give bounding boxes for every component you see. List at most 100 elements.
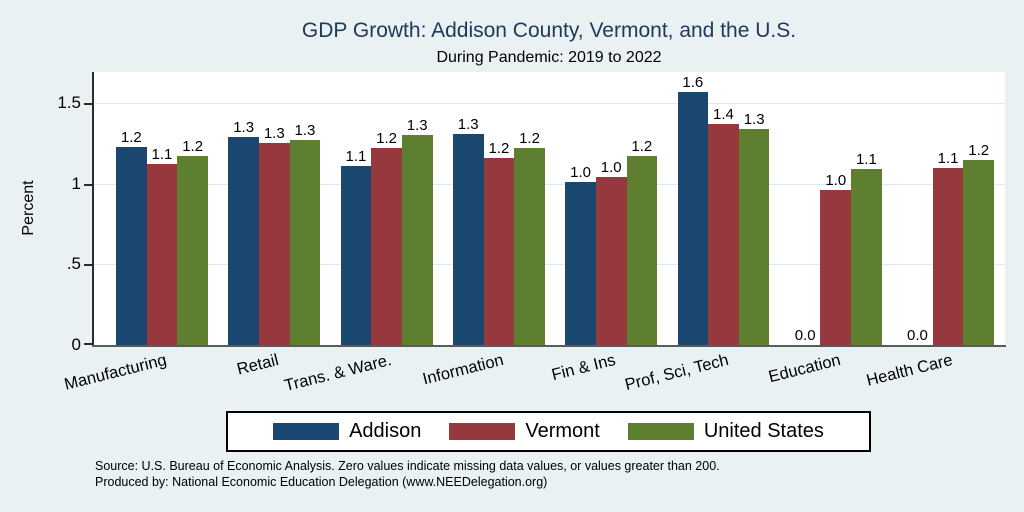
bar-united-states-fin-ins bbox=[626, 156, 658, 345]
y-axis-line bbox=[92, 72, 94, 346]
bar-slot: 1.1 bbox=[851, 150, 882, 345]
bar-slot: 1.0 bbox=[820, 171, 852, 345]
bar-addison-information bbox=[452, 134, 484, 345]
bar-vermont-information bbox=[483, 158, 515, 345]
legend-label: Addison bbox=[349, 420, 422, 442]
bar-slot: 1.2 bbox=[483, 139, 515, 345]
bar-group-trans-ware: 1.1 1.2 1.3 bbox=[340, 116, 433, 345]
bar-group-manufacturing: 1.2 1.1 1.2 bbox=[116, 128, 208, 345]
bar-slot: 1.3 bbox=[289, 121, 321, 345]
bar-slot: 1.0 bbox=[595, 158, 627, 345]
y-tick-mark bbox=[84, 183, 92, 186]
bar-value-label: 1.2 bbox=[631, 137, 653, 155]
bar-group-prof-sci-tech: 1.6 1.4 1.3 bbox=[677, 73, 770, 345]
bar-slot: 0.0 bbox=[790, 326, 821, 346]
legend-entry-vermont: Vermont bbox=[449, 420, 600, 443]
gridline bbox=[93, 264, 1005, 266]
bar-vermont-prof-sci-tech bbox=[708, 124, 739, 345]
bar-slot: 1.3 bbox=[258, 124, 290, 345]
bar-value-label: 1.1 bbox=[856, 150, 877, 168]
bar-value-label: 1.3 bbox=[457, 115, 479, 133]
bar-vermont-trans-ware bbox=[371, 148, 402, 345]
bar-slot: 1.3 bbox=[738, 110, 770, 345]
bar-vermont-fin-ins bbox=[595, 177, 627, 345]
legend-entry-united-states: United States bbox=[627, 420, 824, 443]
gridline bbox=[93, 103, 1005, 105]
legend-swatch-vermont bbox=[449, 423, 516, 440]
bar-slot: 1.2 bbox=[116, 128, 147, 345]
bar-group-information: 1.3 1.2 1.2 bbox=[452, 115, 545, 345]
bar-addison-manufacturing bbox=[116, 147, 147, 345]
y-tick-label: 1 bbox=[71, 173, 81, 193]
y-tick-label: 0 bbox=[71, 335, 81, 354]
bar-value-label: 1.1 bbox=[937, 149, 959, 167]
bar-vermont-health-care bbox=[932, 168, 964, 345]
bar-value-label: 0.0 bbox=[794, 326, 816, 344]
legend: Addison Vermont United States bbox=[226, 411, 871, 452]
bar-slot: 1.2 bbox=[177, 138, 208, 345]
bar-united-states-retail bbox=[289, 140, 321, 345]
bar-group-education: 0.0 1.0 1.1 bbox=[790, 150, 882, 346]
plot-area: 0 .5 1 1.5 1.2 1.1 1.2 1.3 1.3 1.3 1.1 1.2 1.3 1.3 1.2… bbox=[57, 72, 1005, 354]
bar-slot: 1.1 bbox=[932, 149, 964, 345]
bar-value-label: 1.2 bbox=[120, 128, 142, 146]
bar-value-label: 1.4 bbox=[713, 105, 734, 123]
chart-title: GDP Growth: Addison County, Vermont, and… bbox=[301, 19, 797, 42]
bar-value-label: 1.3 bbox=[743, 110, 765, 128]
bar-addison-trans-ware bbox=[340, 166, 372, 345]
y-tick-mark bbox=[84, 264, 92, 267]
bar-value-label: 1.2 bbox=[519, 129, 540, 147]
y-tick-mark bbox=[84, 103, 92, 106]
bar-slot: 1.3 bbox=[228, 118, 259, 345]
bar-united-states-information bbox=[514, 148, 545, 345]
bar-slot: 1.4 bbox=[708, 105, 739, 345]
bar-slot: 0.0 bbox=[902, 326, 933, 346]
bar-value-label: 1.3 bbox=[233, 118, 255, 136]
bar-united-states-manufacturing bbox=[177, 156, 208, 345]
bar-vermont-retail bbox=[258, 143, 290, 345]
y-axis-title: Percent bbox=[20, 180, 37, 236]
legend-entry-addison: Addison bbox=[273, 420, 421, 443]
legend-label: United States bbox=[703, 420, 824, 442]
bar-united-states-education bbox=[851, 169, 882, 345]
bar-addison-fin-ins bbox=[565, 182, 596, 345]
bar-slot: 1.1 bbox=[340, 147, 372, 345]
bar-value-label: 1.0 bbox=[825, 171, 847, 189]
bar-value-label: 1.3 bbox=[406, 116, 428, 134]
bar-slot: 1.0 bbox=[565, 163, 596, 345]
bar-value-label: 1.2 bbox=[376, 129, 397, 147]
y-tick-mark bbox=[84, 343, 92, 345]
y-tick-label: 1.5 bbox=[57, 93, 81, 113]
bar-value-label: 1.3 bbox=[263, 124, 285, 142]
chart-subtitle: During Pandemic: 2019 to 2022 bbox=[436, 49, 662, 66]
bar-value-label: 1.2 bbox=[968, 141, 990, 159]
bar-value-label: 0.0 bbox=[906, 326, 928, 344]
bar-group-health-care: 0.0 1.1 1.2 bbox=[902, 141, 995, 346]
bar-value-label: 1.3 bbox=[294, 121, 316, 139]
bar-value-label: 1.0 bbox=[600, 158, 622, 176]
bar-slot: 1.2 bbox=[371, 129, 402, 345]
footer-producer: Produced by: National Economic Education… bbox=[95, 474, 548, 489]
bar-slot: 1.2 bbox=[626, 137, 658, 345]
bar-slot: 1.2 bbox=[514, 129, 545, 345]
bar-united-states-prof-sci-tech bbox=[738, 129, 770, 345]
chart-footer: Source: U.S. Bureau of Economic Analysis… bbox=[95, 459, 720, 490]
x-axis-line bbox=[92, 345, 1006, 347]
bar-slot: 1.2 bbox=[963, 141, 995, 345]
legend-swatch-united-states bbox=[627, 423, 694, 440]
bar-group-retail: 1.3 1.3 1.3 bbox=[228, 118, 321, 345]
bar-value-label: 1.1 bbox=[345, 147, 367, 165]
bar-value-label: 1.6 bbox=[682, 73, 704, 91]
bar-value-label: 1.0 bbox=[570, 163, 591, 181]
bar-united-states-trans-ware bbox=[401, 135, 433, 345]
bar-addison-prof-sci-tech bbox=[677, 92, 709, 345]
bar-united-states-health-care bbox=[963, 160, 995, 345]
bar-slot: 1.1 bbox=[146, 146, 178, 345]
bar-slot: 1.6 bbox=[677, 73, 709, 345]
bar-vermont-manufacturing bbox=[146, 164, 178, 345]
gridline bbox=[93, 183, 1005, 185]
bar-value-label: 1.2 bbox=[488, 139, 510, 157]
y-tick-label: .5 bbox=[66, 254, 81, 274]
bar-group-fin-ins: 1.0 1.0 1.2 bbox=[565, 137, 658, 345]
